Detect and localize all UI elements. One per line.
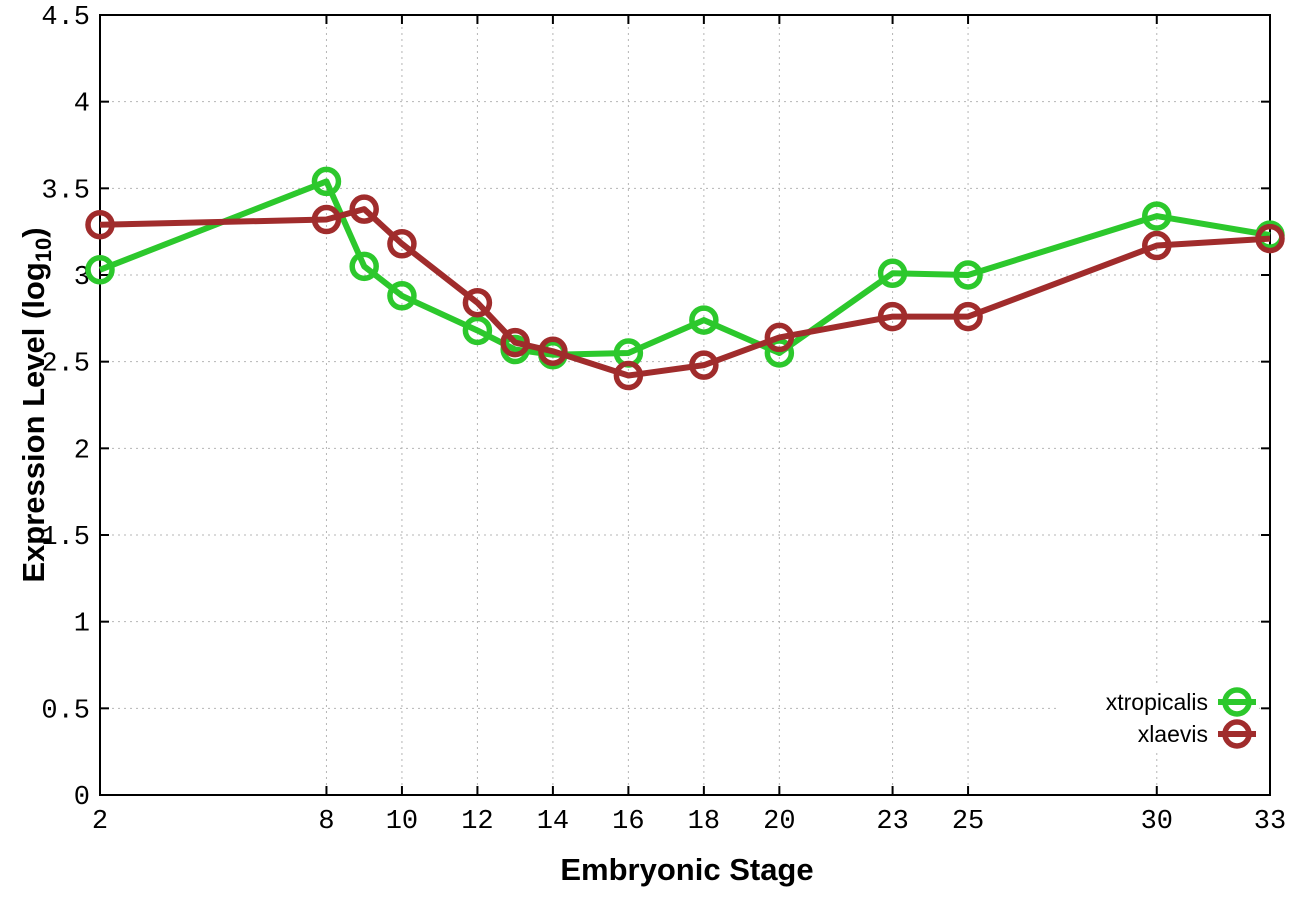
- data-point-xlaevis: [387, 229, 417, 259]
- y-axis-title-end: ): [16, 227, 51, 237]
- data-point-xlaevis: [500, 327, 530, 358]
- data-point-xtropicalis: [349, 251, 379, 282]
- ticks-layer: [99, 14, 1271, 796]
- data-point-xtropicalis: [689, 305, 719, 335]
- data-point-xlaevis: [764, 322, 795, 353]
- x-tick-label: 25: [952, 807, 984, 837]
- data-point-xtropicalis: [462, 315, 493, 346]
- x-tick-label: 14: [537, 807, 569, 837]
- y-axis-title-main: Expression Level (log: [16, 262, 51, 582]
- x-tick-label: 12: [461, 807, 493, 837]
- data-point-xtropicalis: [877, 258, 908, 289]
- y-tick-label: 1: [74, 610, 90, 640]
- y-axis-title: Expression Level (log10): [16, 227, 56, 582]
- y-tick-label: 4.5: [41, 3, 90, 33]
- x-tick-label: 23: [876, 807, 908, 837]
- grid-layer: [100, 15, 1270, 795]
- x-tick-label: 33: [1254, 807, 1286, 837]
- data-point-xlaevis: [689, 350, 719, 380]
- data-point-xlaevis: [538, 336, 568, 367]
- x-tick-label: 16: [612, 807, 644, 837]
- y-tick-label: 1.5: [41, 523, 90, 553]
- x-tick-label: 8: [318, 807, 334, 837]
- data-point-xlaevis: [1255, 223, 1285, 254]
- y-axis-title-subscript: 10: [31, 238, 56, 262]
- data-point-xtropicalis: [764, 338, 795, 368]
- x-axis-title: Embryonic Stage: [560, 852, 813, 887]
- x-tick-label: 20: [763, 807, 795, 837]
- y-tick-label: 3.5: [41, 176, 90, 206]
- data-point-xlaevis: [311, 204, 342, 235]
- data-point-xlaevis: [953, 301, 983, 332]
- x-tick-label: 18: [688, 807, 720, 837]
- legend-sample-marker-xlaevis: [1222, 719, 1252, 749]
- series-layer: [85, 166, 1285, 391]
- plot-border: [99, 14, 1271, 796]
- x-tick-label: 2: [92, 807, 108, 837]
- data-point-xtropicalis: [953, 260, 983, 290]
- data-point-xlaevis: [1142, 230, 1172, 261]
- data-point-xlaevis: [462, 287, 493, 318]
- legend-sample-marker-xtropicalis: [1222, 687, 1252, 717]
- data-point-xlaevis: [85, 209, 115, 240]
- legend: xtropicalis xlaevis: [1058, 683, 1259, 749]
- legend-label-xlaevis: xlaevis: [1138, 721, 1208, 747]
- y-tick-label: 0.5: [41, 696, 90, 726]
- y-tick-label: 2: [74, 436, 90, 466]
- x-tick-label: 10: [386, 807, 418, 837]
- x-tick-label: 30: [1141, 807, 1173, 837]
- data-point-xtropicalis: [311, 166, 342, 197]
- tick-labels-layer: 2 8 10 12 14 16 18 20 23 25 30 3300.511.522.533.544…: [41, 3, 1286, 837]
- y-tick-label: 0: [74, 783, 90, 813]
- data-point-xlaevis: [613, 360, 644, 391]
- y-tick-label: 2.5: [41, 350, 90, 380]
- data-point-xtropicalis: [85, 255, 115, 285]
- data-point-xtropicalis: [1142, 201, 1172, 231]
- y-tick-label: 4: [74, 90, 90, 120]
- data-point-xtropicalis: [387, 281, 417, 311]
- legend-label-xtropicalis: xtropicalis: [1106, 689, 1208, 715]
- data-point-xlaevis: [349, 194, 379, 224]
- data-point-xlaevis: [877, 301, 908, 332]
